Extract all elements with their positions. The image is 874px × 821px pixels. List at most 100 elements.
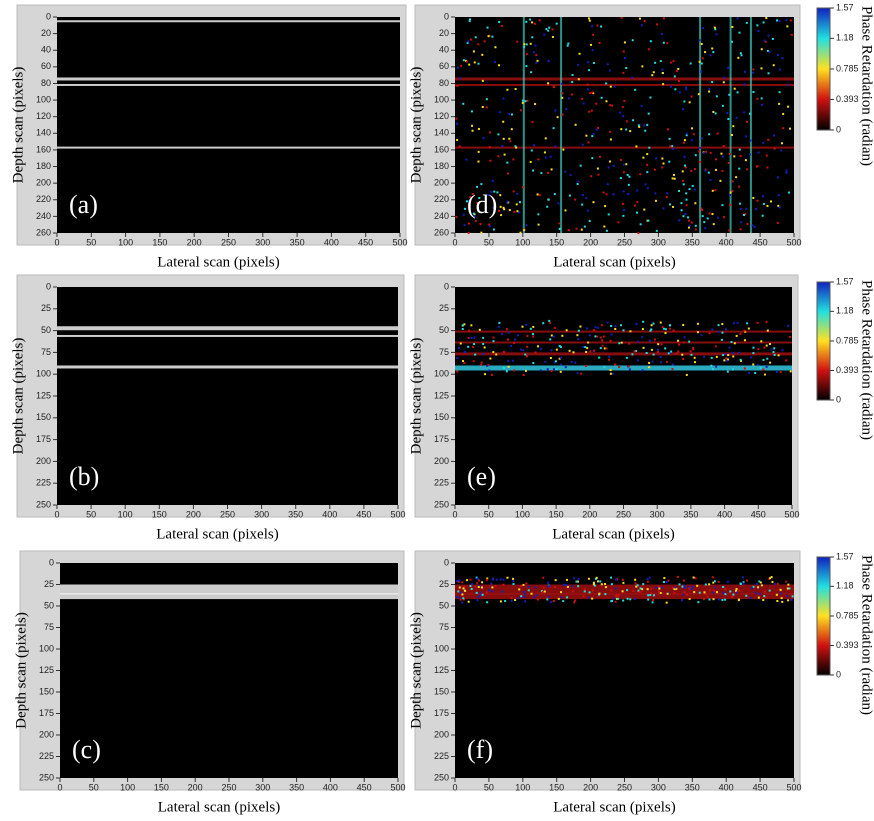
image-speckle — [544, 156, 547, 159]
y-tick-label: 75 — [41, 347, 51, 357]
image-speckle — [531, 120, 534, 123]
image-speckle — [639, 587, 642, 590]
image-speckle — [629, 130, 632, 133]
image-speckle — [621, 106, 624, 109]
image-speckle — [554, 145, 557, 148]
image-speckle — [609, 372, 612, 375]
y-tick-label: 240 — [36, 211, 51, 221]
image-speckle — [771, 581, 774, 584]
image-speckle — [587, 577, 590, 580]
image-speckle — [476, 201, 479, 204]
image-speckle — [667, 579, 670, 582]
y-tick-label: 250 — [36, 499, 51, 509]
image-speckle — [721, 599, 724, 602]
image-speckle — [659, 321, 662, 324]
image-speckle — [788, 335, 791, 338]
image-speckle — [738, 148, 741, 151]
image-speckle — [512, 190, 515, 193]
image-speckle — [636, 201, 639, 204]
image-speckle — [576, 372, 579, 375]
image-speckle — [710, 356, 713, 359]
image-speckle — [650, 587, 653, 590]
y-tick-label: 0 — [444, 557, 449, 567]
image-speckle — [529, 160, 532, 163]
image-speckle — [778, 102, 781, 105]
image-speckle — [688, 340, 691, 343]
image-speckle — [700, 62, 703, 65]
y-tick-label: 60 — [41, 61, 51, 71]
image-speckle — [595, 128, 598, 131]
image-speckle — [657, 348, 660, 351]
image-speckle — [514, 88, 517, 91]
image-speckle — [688, 224, 691, 227]
image-speckle — [756, 165, 759, 168]
image-speckle — [704, 169, 707, 172]
image-speckle — [743, 329, 746, 332]
image-speckle — [641, 328, 644, 331]
x-tick-label: 150 — [549, 782, 564, 792]
image-speckle — [773, 582, 776, 585]
image-speckle — [530, 71, 533, 74]
image-speckle — [731, 190, 734, 193]
image-speckle — [655, 229, 658, 232]
image-speckle — [532, 596, 535, 599]
image-speckle — [760, 340, 763, 343]
image-speckle — [488, 146, 491, 149]
y-tick-label: 125 — [434, 390, 449, 400]
image-speckle — [525, 65, 528, 68]
y-tick-label: 120 — [36, 111, 51, 121]
x-tick-label: 200 — [582, 509, 597, 519]
image-speckle — [492, 340, 495, 343]
image-speckle — [480, 361, 483, 364]
image-speckle — [523, 596, 526, 599]
image-speckle — [465, 579, 468, 582]
image-speckle — [777, 194, 780, 197]
image-speckle — [619, 324, 622, 327]
image-speckle — [709, 54, 712, 57]
image-speckle — [732, 593, 735, 596]
image-speckle — [668, 327, 671, 330]
y-tick-label: 25 — [44, 579, 54, 589]
x-tick-label: 450 — [358, 237, 373, 247]
image-speckle — [706, 595, 709, 598]
y-tick-label: 125 — [36, 390, 51, 400]
image-speckle — [515, 203, 518, 206]
x-tick-label: 0 — [452, 509, 457, 519]
image-speckle — [465, 60, 468, 63]
image-speckle — [547, 29, 550, 32]
image-speckle — [724, 593, 727, 596]
image-speckle — [685, 132, 688, 135]
image-streak — [522, 17, 525, 233]
image-speckle — [543, 590, 546, 593]
image-speckle — [481, 79, 484, 82]
image-speckle — [706, 217, 709, 220]
image-speckle — [701, 215, 704, 218]
colorbar-tick-label: 0.785 — [836, 610, 859, 620]
image-speckle — [492, 206, 495, 209]
image-speckle — [534, 44, 537, 47]
y-tick-label: 175 — [36, 434, 51, 444]
y-tick-label: 100 — [36, 369, 51, 379]
image-area — [455, 17, 794, 233]
y-tick-label: 200 — [36, 178, 51, 188]
image-speckle — [762, 202, 765, 205]
image-speckle — [598, 356, 601, 359]
image-speckle — [605, 229, 608, 232]
x-tick-label: 150 — [152, 509, 167, 519]
image-speckle — [637, 232, 640, 235]
image-speckle — [690, 221, 693, 224]
image-speckle — [680, 202, 683, 205]
image-speckle — [642, 583, 645, 586]
image-speckle — [458, 145, 461, 148]
image-speckle — [596, 580, 599, 583]
image-speckle — [776, 176, 779, 179]
image-speckle — [785, 19, 788, 22]
image-speckle — [516, 334, 519, 337]
image-speckle — [458, 579, 461, 582]
image-speckle — [662, 17, 665, 20]
image-speckle — [480, 586, 483, 589]
image-speckle — [684, 212, 687, 215]
image-speckle — [485, 578, 488, 581]
image-speckle — [688, 101, 691, 104]
image-speckle — [463, 362, 466, 365]
